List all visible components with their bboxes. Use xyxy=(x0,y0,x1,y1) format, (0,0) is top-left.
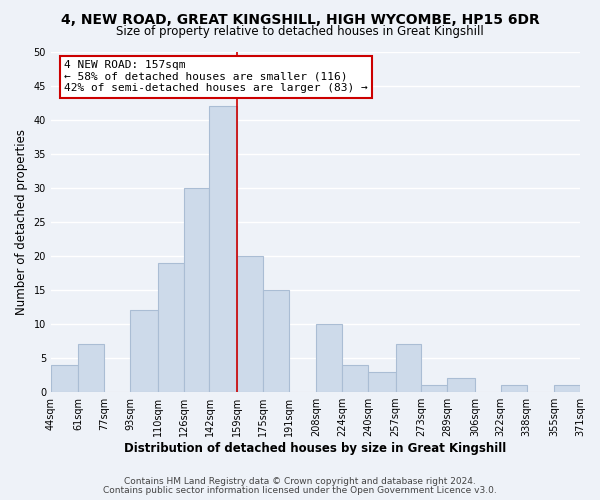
Bar xyxy=(421,386,448,392)
Text: Contains public sector information licensed under the Open Government Licence v3: Contains public sector information licen… xyxy=(103,486,497,495)
Bar xyxy=(448,378,475,392)
Bar xyxy=(209,106,237,392)
Bar xyxy=(395,344,421,392)
Bar xyxy=(130,310,158,392)
Bar xyxy=(368,372,395,392)
Bar xyxy=(237,256,263,392)
Text: 4 NEW ROAD: 157sqm
← 58% of detached houses are smaller (116)
42% of semi-detach: 4 NEW ROAD: 157sqm ← 58% of detached hou… xyxy=(64,60,368,93)
Bar xyxy=(342,365,368,392)
Text: Contains HM Land Registry data © Crown copyright and database right 2024.: Contains HM Land Registry data © Crown c… xyxy=(124,477,476,486)
Bar xyxy=(51,365,79,392)
Bar xyxy=(554,386,580,392)
Bar xyxy=(316,324,342,392)
Bar xyxy=(79,344,104,392)
Bar xyxy=(263,290,289,392)
X-axis label: Distribution of detached houses by size in Great Kingshill: Distribution of detached houses by size … xyxy=(124,442,506,455)
Bar xyxy=(501,386,527,392)
Bar xyxy=(158,262,184,392)
Text: Size of property relative to detached houses in Great Kingshill: Size of property relative to detached ho… xyxy=(116,25,484,38)
Y-axis label: Number of detached properties: Number of detached properties xyxy=(15,129,28,315)
Text: 4, NEW ROAD, GREAT KINGSHILL, HIGH WYCOMBE, HP15 6DR: 4, NEW ROAD, GREAT KINGSHILL, HIGH WYCOM… xyxy=(61,12,539,26)
Bar xyxy=(184,188,209,392)
